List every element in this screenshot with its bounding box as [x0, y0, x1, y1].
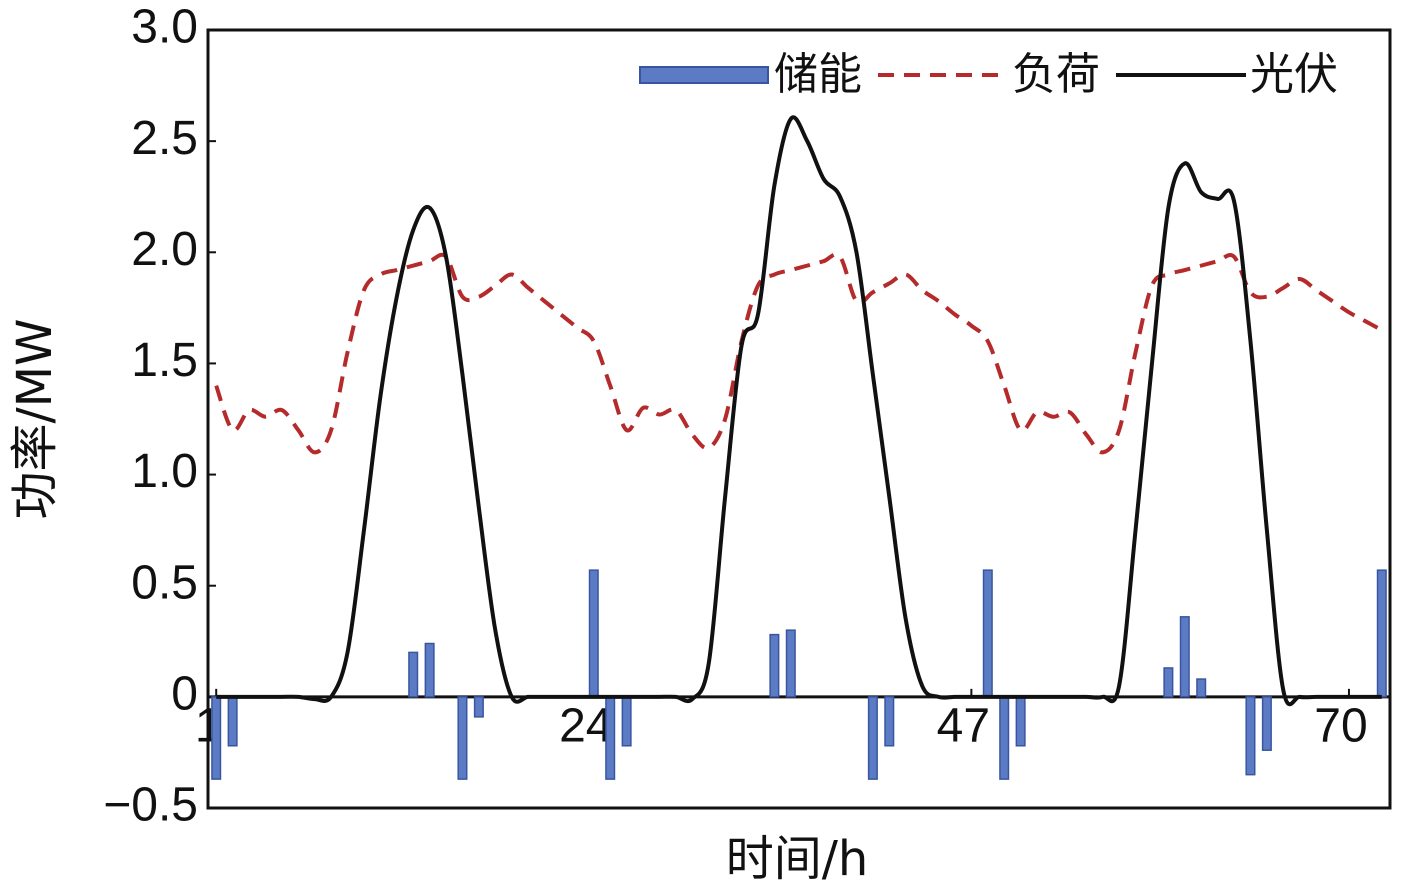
y-tick-label: 0.5: [131, 556, 198, 609]
plot-frame: [206, 28, 1392, 810]
bar: [211, 696, 222, 780]
line: [214, 252, 1383, 455]
bar: [227, 696, 238, 747]
bar: [1179, 616, 1190, 698]
y-axis-label: 功率/MW: [7, 318, 63, 519]
legend-swatch: [639, 66, 769, 84]
bar: [982, 569, 993, 698]
legend-label: 负荷: [1012, 49, 1100, 100]
bar: [605, 696, 616, 780]
bar: [769, 633, 780, 698]
x-axis-label: 时间/h: [726, 831, 869, 887]
bar: [1245, 696, 1256, 776]
y-tick-label: 2.5: [131, 112, 198, 165]
y-tick-label: −0.5: [103, 779, 198, 832]
legend-label: 储能: [774, 49, 862, 100]
y-tick-label: 0: [171, 668, 198, 721]
y-tick-label: 2.0: [131, 223, 198, 276]
bar: [473, 696, 484, 718]
y-tick-label: 1.5: [131, 334, 198, 387]
bar: [621, 696, 632, 747]
y-tick-label: 3.0: [131, 1, 198, 54]
x-tick-label: 70: [1314, 700, 1367, 753]
bar: [884, 696, 895, 747]
bar: [999, 696, 1010, 780]
bar: [588, 569, 599, 698]
bar: [1163, 667, 1174, 698]
bar: [408, 651, 419, 698]
x-tick-label: 24: [559, 700, 612, 753]
bar: [785, 629, 796, 698]
bar: [457, 696, 468, 780]
y-tick-label: 1.0: [131, 445, 198, 498]
bar: [1015, 696, 1026, 747]
bar: [1376, 569, 1387, 698]
bar: [1196, 678, 1207, 698]
bar: [424, 642, 435, 698]
line: [216, 115, 1382, 707]
x-tick-label: 47: [937, 700, 990, 753]
legend-label: 光伏: [1250, 49, 1338, 100]
bar: [1261, 696, 1272, 751]
bar: [867, 696, 878, 780]
